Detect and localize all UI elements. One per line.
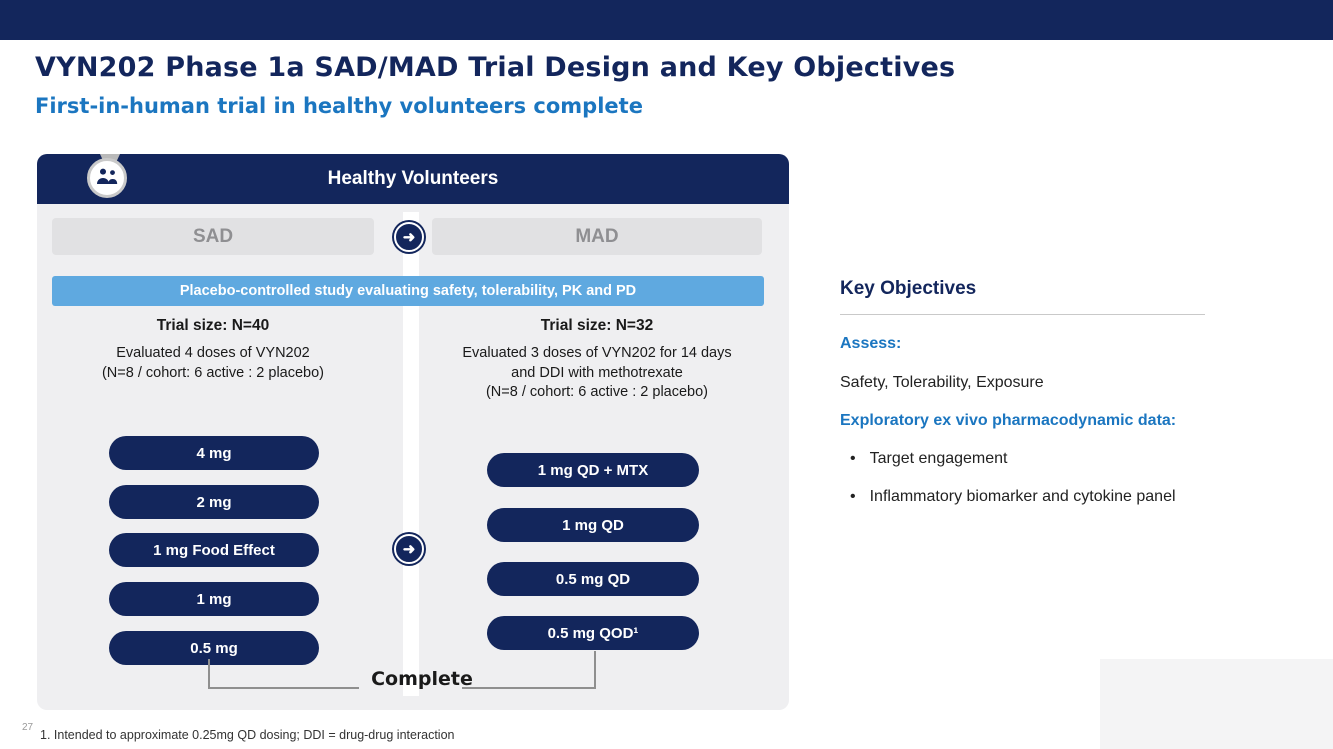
exploratory-label: Exploratory ex vivo pharmacodynamic data…	[840, 412, 1177, 429]
page-number: 27	[22, 722, 34, 733]
dose-pill: 0.5 mg	[109, 631, 319, 665]
assess-text: Safety, Tolerability, Exposure	[840, 374, 1044, 391]
sad-desc-line2: (N=8 / cohort: 6 active : 2 placebo)	[101, 364, 325, 381]
top-accent-bar	[0, 0, 1333, 40]
column-divider	[403, 212, 419, 696]
dose-pill: 1 mg QD + MTX	[487, 453, 699, 487]
study-banner-label: Placebo-controlled study evaluating safe…	[179, 283, 637, 299]
sad-description: Evaluated 4 doses of VYN202 (N=8 / cohor…	[52, 344, 374, 383]
card-header: Healthy Volunteers	[37, 154, 789, 204]
arrow-right-icon: ➜	[394, 222, 424, 252]
bullet-text: Inflammatory biomarker and cytokine pane…	[869, 488, 1176, 505]
sad-trial-size: Trial size: N=40	[156, 317, 270, 334]
mad-header: MAD	[432, 218, 762, 255]
list-item: • Inflammatory biomarker and cytokine pa…	[840, 488, 1220, 506]
complete-label: Complete	[371, 668, 473, 690]
mad-description: Evaluated 3 doses of VYN202 for 14 days …	[432, 344, 762, 403]
bullet-icon: •	[850, 450, 856, 467]
sad-column: Trial size: N=40 Evaluated 4 doses of VY…	[52, 317, 374, 383]
footnote: 1. Intended to approximate 0.25mg QD dos…	[40, 728, 455, 742]
page-title: VYN202 Phase 1a SAD/MAD Trial Design and…	[35, 52, 956, 83]
people-icon	[95, 168, 119, 189]
key-objectives-panel: Key Objectives Assess: Safety, Tolerabil…	[840, 278, 1220, 506]
page-subtitle: First-in-human trial in healthy voluntee…	[35, 94, 643, 118]
sad-label: SAD	[192, 225, 234, 247]
mad-trial-size: Trial size: N=32	[540, 317, 654, 334]
mad-label: MAD	[575, 225, 619, 247]
arrow-glyph: ➜	[402, 229, 416, 246]
sad-desc-line1: Evaluated 4 doses of VYN202	[116, 345, 310, 361]
dose-pill: 1 mg QD	[487, 508, 699, 542]
complete-bracket-right	[462, 651, 596, 689]
key-objectives-title: Key Objectives	[840, 278, 1205, 315]
dose-pill: 0.5 mg QOD¹	[487, 616, 699, 650]
healthy-volunteers-badge	[87, 158, 127, 198]
assess-label: Assess:	[840, 335, 902, 352]
study-banner: Placebo-controlled study evaluating safe…	[52, 276, 764, 306]
dose-pill: 1 mg	[109, 582, 319, 616]
mad-desc-line1: Evaluated 3 doses of VYN202 for 14 days	[462, 345, 732, 361]
complete-bracket-left	[208, 659, 359, 689]
card-header-label: Healthy Volunteers	[327, 168, 499, 189]
trial-design-card: Healthy Volunteers SAD MAD ➜ ➜ Placebo-c…	[37, 154, 789, 710]
dose-pill: 2 mg	[109, 485, 319, 519]
arrow-right-icon: ➜	[394, 534, 424, 564]
sad-header: SAD	[52, 218, 374, 255]
dose-pill: 1 mg Food Effect	[109, 533, 319, 567]
mad-column: Trial size: N=32 Evaluated 3 doses of VY…	[432, 317, 762, 403]
dose-pill: 4 mg	[109, 436, 319, 470]
mad-desc-line3: (N=8 / cohort: 6 active : 2 placebo)	[485, 384, 709, 401]
bullet-icon: •	[850, 488, 856, 505]
list-item: • Target engagement	[840, 450, 1220, 468]
dose-pill: 0.5 mg QD	[487, 562, 699, 596]
arrow-glyph: ➜	[402, 541, 416, 558]
decorative-corner-rectangle	[1100, 659, 1333, 749]
mad-desc-line2: and DDI with methotrexate	[511, 364, 683, 381]
bullet-text: Target engagement	[869, 450, 1008, 467]
